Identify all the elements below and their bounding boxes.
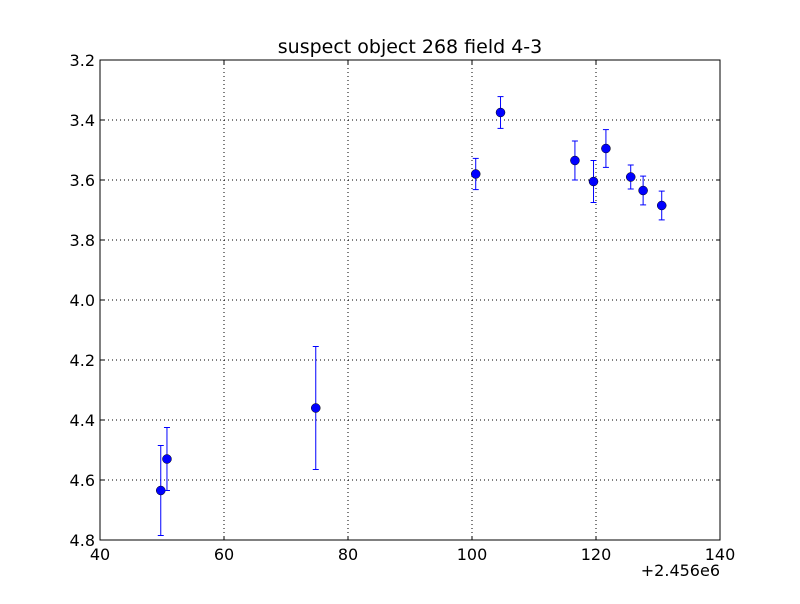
data-point: [156, 445, 166, 536]
data-point: [588, 160, 599, 203]
data-marker: [656, 200, 667, 211]
data-marker: [570, 155, 580, 166]
y-tick-label: 4.4: [70, 411, 95, 430]
x-axis-offset-label: +2.456e6: [641, 561, 720, 580]
data-marker: [601, 143, 611, 154]
y-tick-label: 3.4: [70, 111, 95, 130]
data-point: [495, 96, 506, 129]
ticks: [99, 59, 721, 541]
y-tick-label: 4.8: [70, 531, 95, 550]
y-tick-label: 4.2: [70, 351, 95, 370]
data-marker: [638, 185, 648, 196]
x-tick-label: 60: [214, 545, 234, 564]
data-marker: [625, 172, 636, 182]
data-point: [656, 190, 667, 221]
x-tick-label: 80: [338, 545, 358, 564]
data-marker: [162, 454, 172, 464]
y-tick-label: 3.6: [70, 171, 95, 190]
data-point: [625, 164, 636, 190]
data-marker: [156, 485, 166, 496]
chart-title: suspect object 268 field 4-3: [278, 36, 543, 58]
data-marker: [311, 403, 321, 413]
data-point: [601, 129, 611, 168]
y-tick-label: 3.8: [70, 231, 95, 250]
data-marker: [588, 176, 599, 187]
data-point: [311, 346, 321, 470]
data-point: [570, 140, 580, 181]
x-tick-label: 100: [457, 545, 488, 564]
x-tick-label: 140: [705, 545, 736, 564]
y-tick-label: 4.6: [70, 471, 95, 490]
data-point: [638, 175, 648, 206]
x-tick-label: 40: [90, 545, 110, 564]
y-tick-label: 3.2: [70, 51, 95, 70]
y-tick-label: 4.0: [70, 291, 95, 310]
y-tick-labels: 3.2 3.4 3.6 3.8 4.0 4.2 4.4 4.6 4.8: [70, 51, 95, 550]
x-tick-label: 120: [581, 545, 612, 564]
data-point: [162, 427, 172, 491]
x-tick-labels: 40 60 80 100 120 140: [90, 545, 735, 564]
data-series: [156, 96, 667, 536]
grid: [100, 60, 720, 540]
data-marker: [470, 169, 481, 179]
data-point: [470, 157, 481, 191]
data-marker: [495, 107, 506, 118]
